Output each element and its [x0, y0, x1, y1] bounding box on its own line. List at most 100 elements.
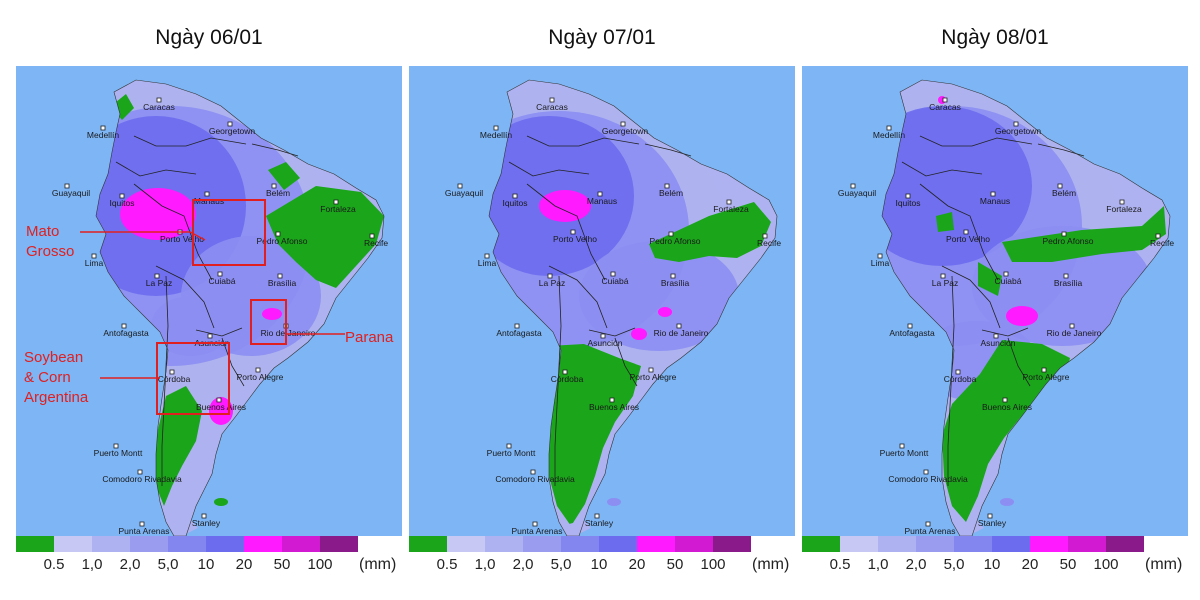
rain-area	[1006, 306, 1038, 326]
country-border	[554, 275, 562, 486]
country-border	[526, 135, 640, 147]
annotation-box	[250, 299, 287, 345]
country-border	[195, 327, 243, 337]
city-label: Belém	[1052, 188, 1076, 198]
city-label: Lima	[478, 258, 497, 268]
dry-area	[649, 202, 771, 262]
legend-tick-label: 1,0	[474, 556, 496, 573]
annotation-line: Soybean	[24, 349, 84, 366]
legend-swatch	[16, 536, 54, 552]
city-marker	[121, 323, 127, 329]
city-marker	[610, 271, 616, 277]
city-label: Punta Arenas	[904, 526, 955, 536]
legend-color-bar	[16, 536, 358, 552]
city-label: Medellín	[480, 130, 512, 140]
rain-area	[631, 328, 647, 340]
city-marker	[532, 521, 538, 527]
country-border	[919, 183, 999, 281]
annotation-line: & Corn	[24, 369, 71, 386]
city-label: Antofagasta	[103, 328, 149, 338]
map-panel-0801: Ngày 08/01 Caracas Medellín Georgetown Guay…	[802, 0, 1188, 600]
city-label: Iquitos	[502, 198, 527, 208]
city-marker	[216, 397, 222, 403]
rainfall-map: Caracas Medellín Georgetown Guayaquil Iquito…	[409, 66, 795, 536]
panel-title: Ngày 07/01	[548, 26, 656, 49]
city-marker	[137, 469, 143, 475]
rainfall-map: Caracas Medellín Georgetown Guayaquil Iquito…	[802, 66, 1188, 536]
legend-color-bar	[802, 536, 1144, 552]
legend-swatch	[447, 536, 485, 552]
precip-legend: 0.5 1,0 2,0 5,0 10 20 50 100 (mm)	[409, 536, 795, 576]
city-label: Guayaquil	[445, 188, 483, 198]
city-marker	[119, 193, 125, 199]
city-marker	[668, 231, 674, 237]
legend-tick-label: 50	[273, 556, 291, 573]
city-label: Pedro Afonso	[649, 236, 700, 246]
city-label: Comodoro Rivadavia	[102, 474, 182, 484]
city-marker	[204, 191, 210, 197]
city-label: Porto Velho	[160, 234, 204, 244]
legend-swatch	[954, 536, 992, 552]
city-marker	[762, 233, 768, 239]
city-label: Antofagasta	[496, 328, 542, 338]
legend-unit: (mm)	[1145, 556, 1183, 573]
city-marker	[620, 121, 626, 127]
legend-unit: (mm)	[752, 556, 790, 573]
country-border	[115, 161, 197, 177]
city-label: Puerto Montt	[487, 448, 536, 458]
city-label: Córdoba	[158, 374, 191, 384]
city-label: Puerto Montt	[94, 448, 143, 458]
legend-tick-label: 100	[1093, 556, 1119, 573]
legend-tick-label: 0.5	[436, 556, 458, 573]
city-marker	[156, 97, 162, 103]
city-label: Caracas	[536, 102, 568, 112]
legend-swatch	[320, 536, 358, 552]
city-label: Iquitos	[895, 198, 920, 208]
city-marker	[963, 229, 969, 235]
legend-swatch	[599, 536, 637, 552]
country-border	[941, 265, 1001, 329]
legend-swatch	[409, 536, 447, 552]
city-marker	[562, 369, 568, 375]
city-label: Cuiabá	[995, 276, 1022, 286]
city-label: Antofagasta	[889, 328, 935, 338]
city-marker	[113, 443, 119, 449]
city-label: Recife	[757, 238, 781, 248]
city-label: Brasília	[1054, 278, 1083, 288]
legend-swatch	[168, 536, 206, 552]
city-label: Caracas	[143, 102, 175, 112]
city-marker	[1002, 397, 1008, 403]
city-label: Córdoba	[551, 374, 584, 384]
city-marker	[333, 199, 339, 205]
country-border	[155, 265, 215, 329]
city-marker	[597, 191, 603, 197]
legend-swatch	[523, 536, 561, 552]
legend-tick-label: 20	[628, 556, 646, 573]
city-marker	[1069, 323, 1075, 329]
city-label: Manaus	[980, 196, 1010, 206]
city-marker	[850, 183, 856, 189]
legend-tick-label: 5,0	[550, 556, 572, 573]
city-label: Porto Alegre	[237, 372, 284, 382]
city-label: Puerto Montt	[880, 448, 929, 458]
city-label: Recife	[364, 238, 388, 248]
falklands	[214, 498, 228, 506]
city-marker	[925, 521, 931, 527]
city-label: Rio de Janeiro	[654, 328, 709, 338]
city-label: Comodoro Rivadavia	[888, 474, 968, 484]
city-label: Caracas	[929, 102, 961, 112]
city-label: La Paz	[932, 278, 958, 288]
annotation-line: Argentina	[24, 389, 89, 406]
legend-unit: (mm)	[359, 556, 397, 573]
rain-area	[539, 190, 591, 222]
country-border	[526, 183, 606, 281]
city-label: Stanley	[978, 518, 1007, 528]
rainfall-map: Caracas Medellín Georgetown Guayaquil Iquito…	[16, 66, 402, 536]
city-label: La Paz	[539, 278, 565, 288]
country-border	[919, 135, 1033, 147]
city-label: Recife	[1150, 238, 1174, 248]
city-marker	[1119, 199, 1125, 205]
rainfall-map-svg: Caracas Medellín Georgetown Guayaquil Iquito…	[409, 66, 795, 536]
city-marker	[255, 367, 261, 373]
city-label: Georgetown	[209, 126, 256, 136]
